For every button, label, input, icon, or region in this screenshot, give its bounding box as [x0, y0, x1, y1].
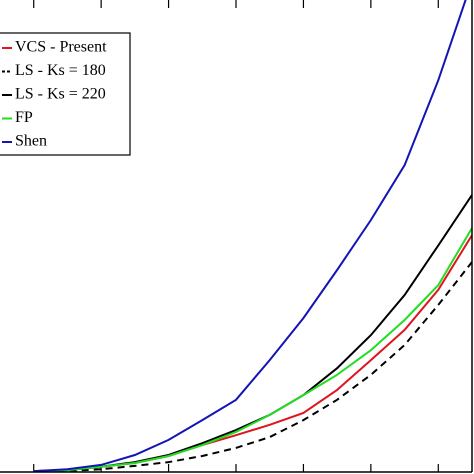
legend-label: FP — [15, 109, 33, 126]
legend-label: LS - Ks = 180 — [15, 62, 106, 79]
legend-label: VCS - Present — [15, 39, 107, 56]
series-line — [33, 227, 472, 472]
legend: VCS - Present LS - Ks = 180 LS - Ks = 220 F… — [0, 32, 131, 156]
legend-label: LS - Ks = 220 — [15, 86, 106, 103]
legend-label: Shen — [15, 133, 47, 150]
series-line — [33, 261, 472, 472]
series-line — [33, 0, 467, 472]
plot-area — [33, 0, 472, 472]
legend-box — [0, 32, 131, 156]
